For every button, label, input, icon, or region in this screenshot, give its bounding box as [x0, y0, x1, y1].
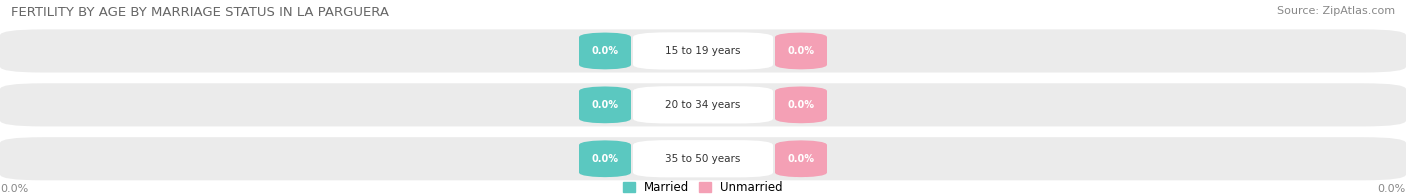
Text: 0.0%: 0.0%: [592, 100, 619, 110]
Text: 0.0%: 0.0%: [787, 100, 814, 110]
FancyBboxPatch shape: [633, 86, 773, 123]
FancyBboxPatch shape: [579, 86, 631, 123]
Text: 0.0%: 0.0%: [0, 184, 28, 194]
FancyBboxPatch shape: [579, 32, 631, 70]
Text: 0.0%: 0.0%: [787, 154, 814, 164]
FancyBboxPatch shape: [775, 86, 827, 123]
Text: 0.0%: 0.0%: [787, 46, 814, 56]
FancyBboxPatch shape: [579, 140, 631, 177]
Text: 20 to 34 years: 20 to 34 years: [665, 100, 741, 110]
Text: FERTILITY BY AGE BY MARRIAGE STATUS IN LA PARGUERA: FERTILITY BY AGE BY MARRIAGE STATUS IN L…: [11, 6, 389, 19]
Text: 0.0%: 0.0%: [592, 46, 619, 56]
FancyBboxPatch shape: [0, 137, 1406, 180]
Text: 0.0%: 0.0%: [592, 154, 619, 164]
FancyBboxPatch shape: [0, 29, 1406, 73]
FancyBboxPatch shape: [0, 83, 1406, 126]
FancyBboxPatch shape: [775, 140, 827, 177]
FancyBboxPatch shape: [633, 140, 773, 177]
FancyBboxPatch shape: [633, 32, 773, 70]
Text: 35 to 50 years: 35 to 50 years: [665, 154, 741, 164]
Text: Source: ZipAtlas.com: Source: ZipAtlas.com: [1277, 6, 1395, 16]
FancyBboxPatch shape: [775, 32, 827, 70]
Text: 15 to 19 years: 15 to 19 years: [665, 46, 741, 56]
Text: 0.0%: 0.0%: [1378, 184, 1406, 194]
Legend: Married, Unmarried: Married, Unmarried: [623, 181, 783, 194]
